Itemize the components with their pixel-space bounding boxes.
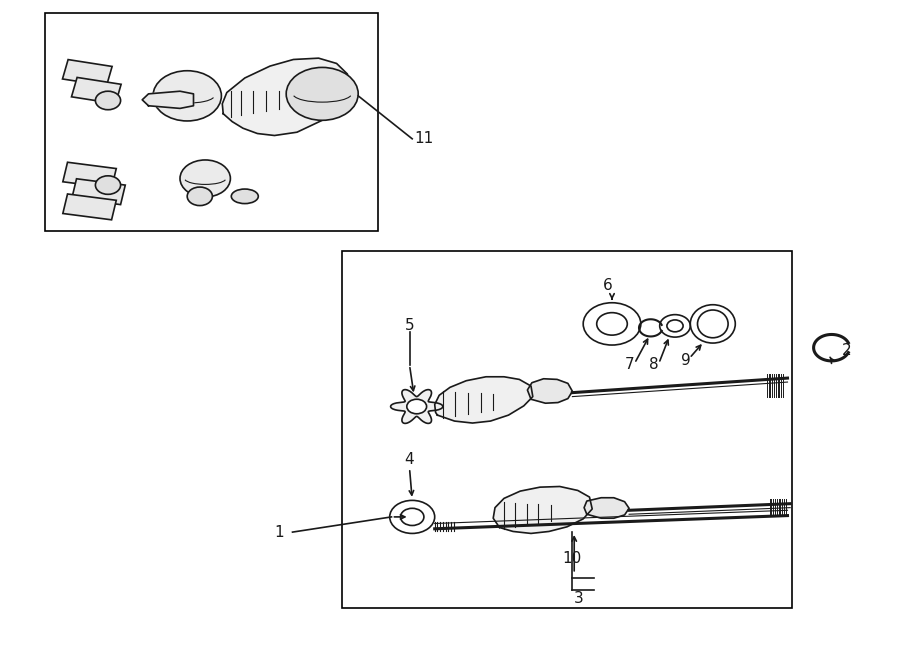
Text: 6: 6: [603, 278, 612, 293]
Text: 11: 11: [414, 132, 433, 146]
Circle shape: [153, 71, 221, 121]
Polygon shape: [435, 377, 533, 423]
Circle shape: [187, 187, 212, 206]
Polygon shape: [142, 91, 194, 108]
Polygon shape: [71, 77, 122, 104]
Circle shape: [407, 399, 427, 414]
Polygon shape: [63, 194, 116, 220]
Polygon shape: [584, 498, 629, 518]
Text: 4: 4: [405, 452, 414, 467]
Circle shape: [95, 176, 121, 194]
Text: 3: 3: [574, 591, 583, 605]
Text: 10: 10: [562, 551, 581, 566]
Circle shape: [180, 160, 230, 197]
Circle shape: [95, 91, 121, 110]
Text: 2: 2: [842, 343, 851, 358]
Polygon shape: [72, 178, 125, 205]
Polygon shape: [62, 59, 112, 86]
Polygon shape: [527, 379, 572, 403]
Text: 8: 8: [650, 358, 659, 372]
Polygon shape: [63, 162, 116, 188]
Polygon shape: [222, 58, 349, 136]
Text: 9: 9: [681, 353, 690, 368]
Ellipse shape: [231, 189, 258, 204]
Text: 5: 5: [405, 318, 414, 332]
Polygon shape: [493, 486, 592, 533]
Circle shape: [286, 67, 358, 120]
Polygon shape: [391, 389, 443, 424]
Text: 1: 1: [274, 525, 284, 539]
Text: 7: 7: [626, 358, 634, 372]
